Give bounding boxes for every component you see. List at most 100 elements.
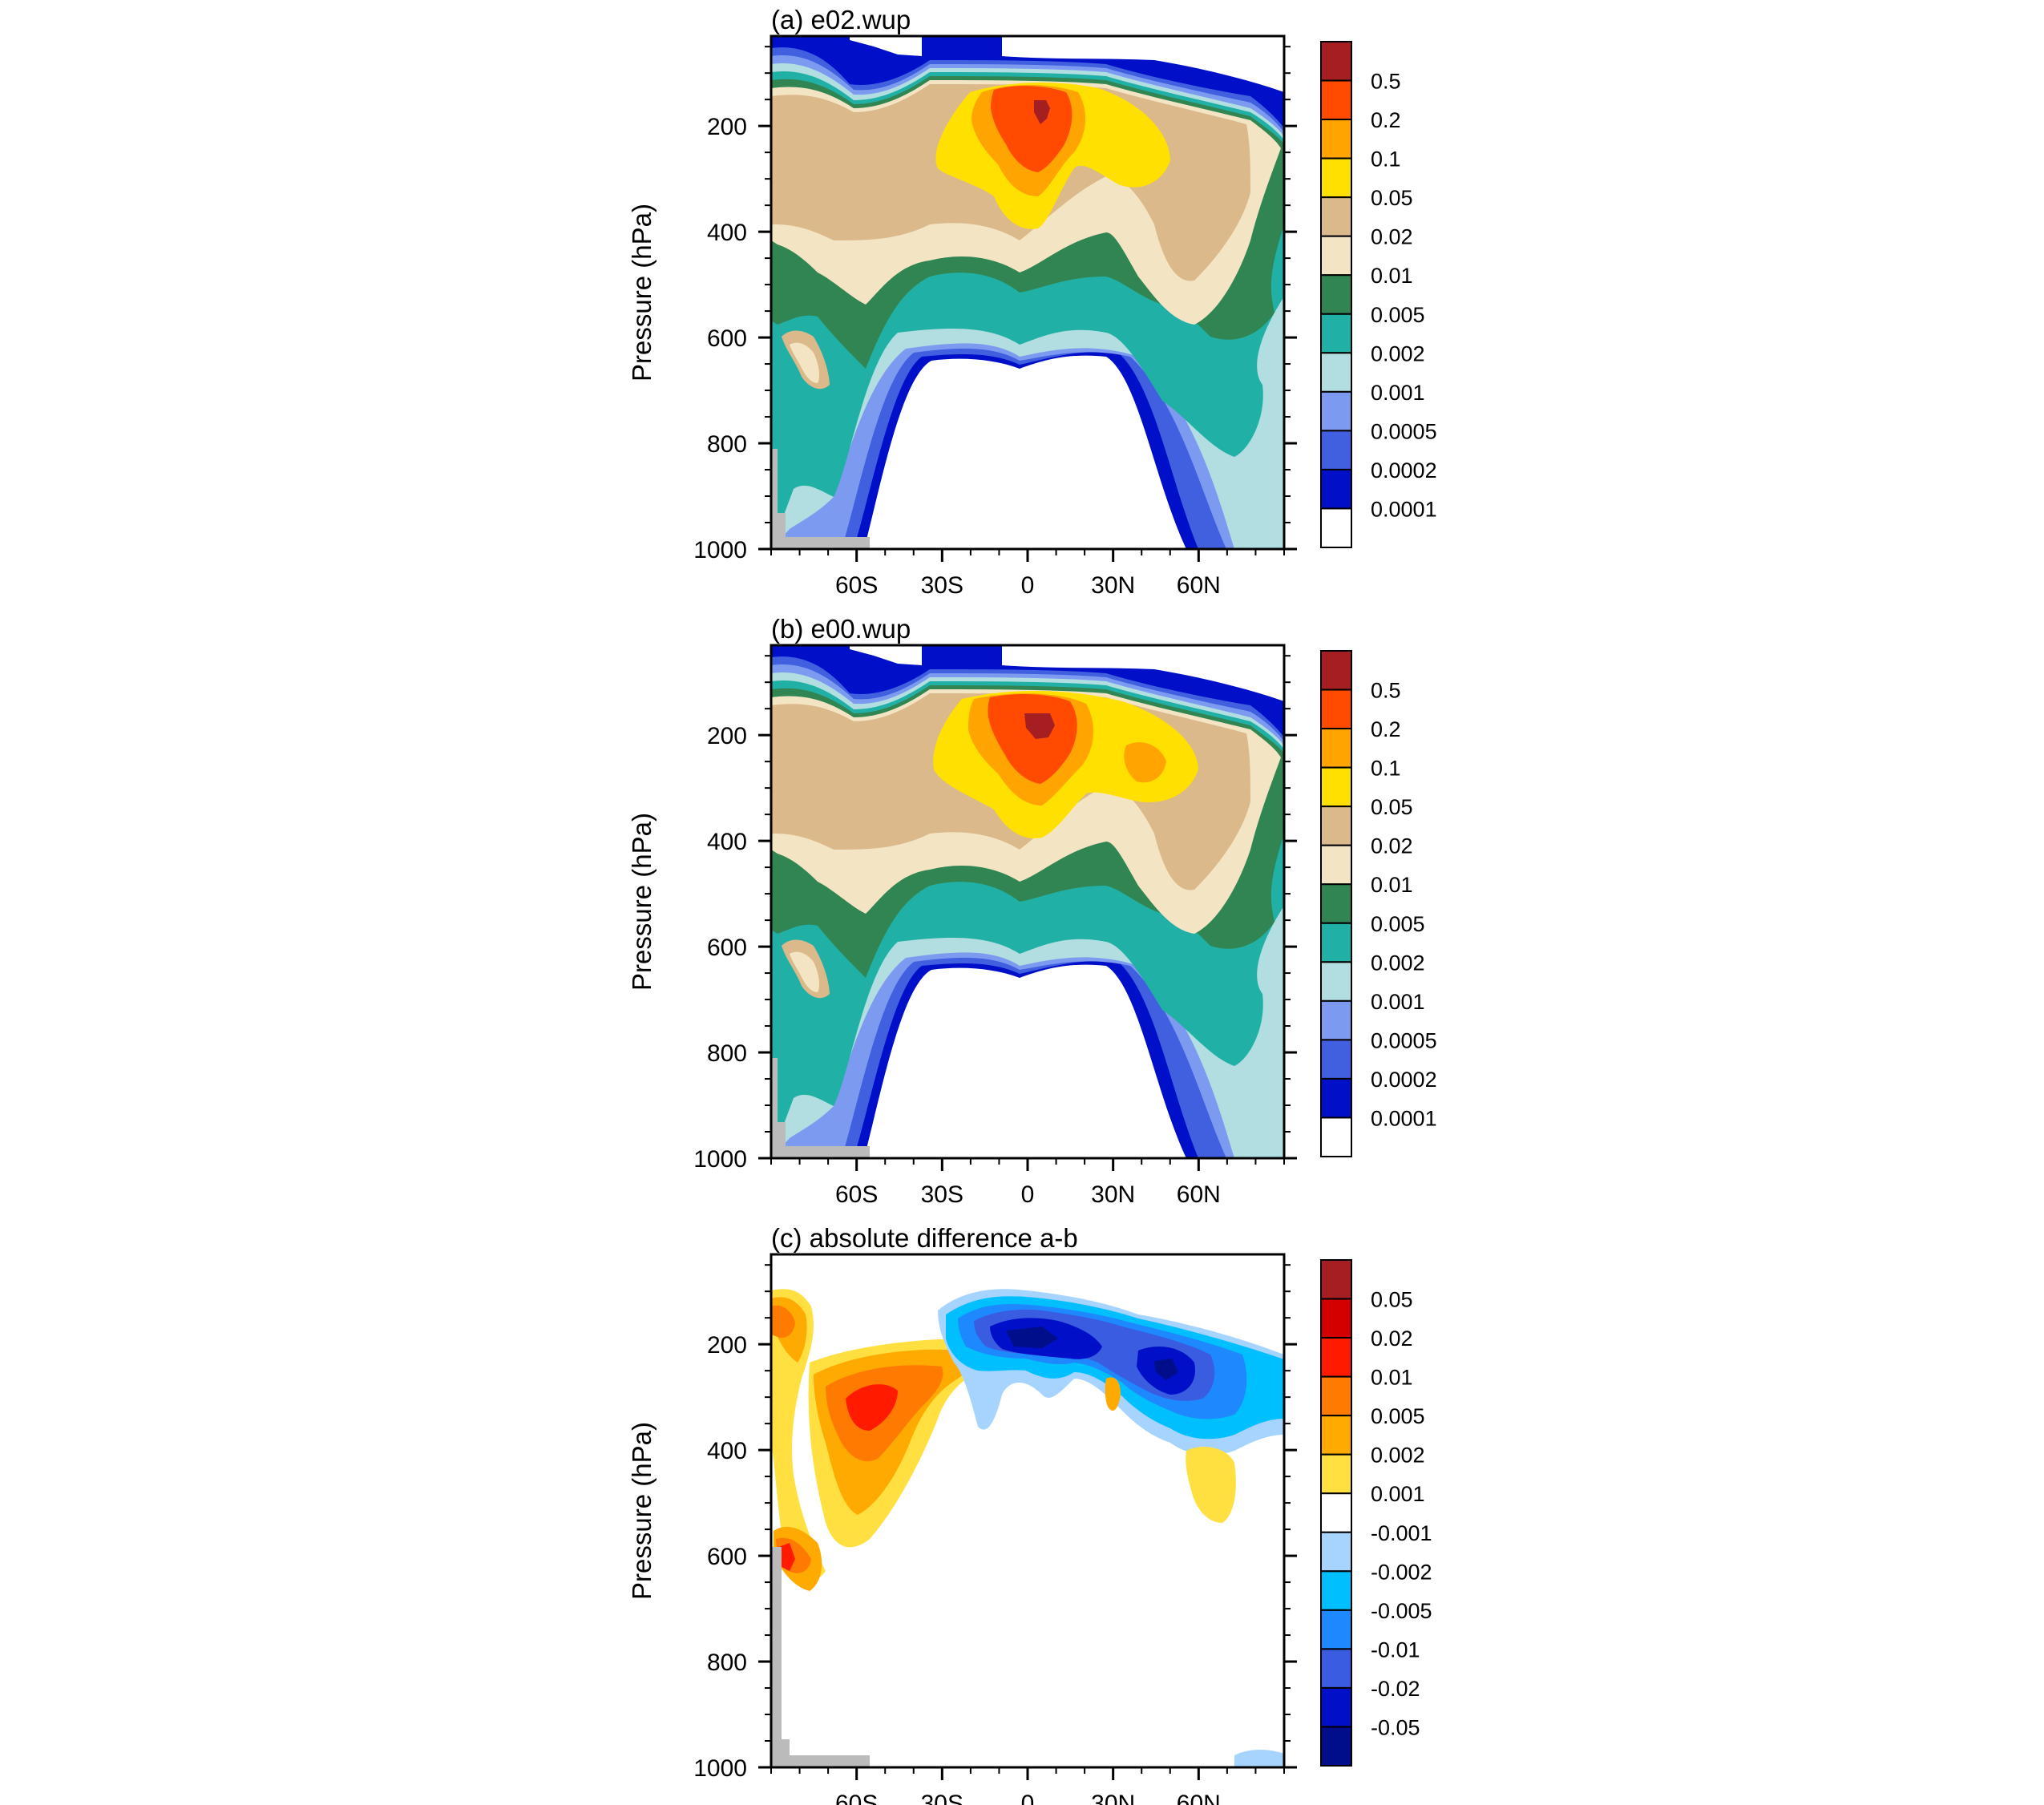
y-tick-label: 600 <box>707 935 747 961</box>
x-tick-label: 0 <box>1021 1791 1035 1805</box>
colorbar-label: 0.01 <box>1371 264 1413 288</box>
colorbar-label: 0.0001 <box>1371 1106 1437 1130</box>
colorbar-box <box>1320 1531 1352 1573</box>
colorbar-label: 0.0002 <box>1371 458 1437 483</box>
colorbar-box <box>1320 274 1352 315</box>
axes: 200 400 600 800 1000 60S 30S 0 30N 60N <box>693 1264 1297 1805</box>
colorbar-label: 0.005 <box>1371 303 1425 327</box>
x-tick-label: 60N <box>1177 1181 1221 1208</box>
colorbar-box <box>1320 1453 1352 1495</box>
colorbar-box <box>1320 1039 1352 1080</box>
colorbar-box <box>1320 79 1352 121</box>
x-tick-label: 60S <box>835 1791 878 1805</box>
y-tick-label: 600 <box>707 325 747 352</box>
colorbar-label: 0.0002 <box>1371 1068 1437 1092</box>
colorbar-label: 0.001 <box>1371 381 1425 405</box>
colorbar-box <box>1320 430 1352 470</box>
y-tick-label: 200 <box>707 723 747 749</box>
colorbar-box <box>1320 1648 1352 1689</box>
x-tick-label: 30S <box>921 1791 963 1805</box>
colorbar-label: 0.002 <box>1371 951 1425 975</box>
panel-title: (a) e02.wup <box>771 5 911 34</box>
colorbar-label: -0.002 <box>1371 1560 1432 1584</box>
y-axis-label: Pressure (hPa) <box>627 1422 656 1600</box>
colorbar-box <box>1320 844 1352 886</box>
y-tick-label: 200 <box>707 114 747 140</box>
y-tick-label: 1000 <box>693 1755 747 1782</box>
colorbar: 0.5 0.2 0.1 0.05 0.02 0.01 0.005 0.002 0.001 0.00… <box>1320 41 1437 549</box>
y-axis-label: Pressure (hPa) <box>627 813 656 991</box>
panel-b: (b) e00.wup <box>627 614 1437 1208</box>
colorbar-box <box>1320 728 1352 769</box>
y-tick-label: 1000 <box>693 1146 747 1173</box>
colorbar-box <box>1320 1570 1352 1611</box>
panel-title: (c) absolute difference a-b <box>771 1223 1078 1253</box>
colorbar-label: 0.2 <box>1371 717 1401 741</box>
colorbar-label: -0.01 <box>1371 1637 1420 1662</box>
colorbar-label: 0.001 <box>1371 990 1425 1014</box>
y-tick-label: 600 <box>707 1544 747 1570</box>
x-tick-label: 30S <box>921 1181 963 1208</box>
x-tick-label: 30S <box>921 572 963 599</box>
colorbar-box <box>1320 961 1352 1002</box>
colorbar-label: -0.005 <box>1371 1599 1432 1623</box>
colorbar-label: 0.05 <box>1371 795 1413 819</box>
colorbar-box <box>1320 1726 1352 1767</box>
y-tick-label: 400 <box>707 829 747 855</box>
x-tick-label: 60S <box>835 572 878 599</box>
colorbar: 0.05 0.02 0.01 0.005 0.002 0.001 -0.001 -0.002 -… <box>1320 1259 1432 1767</box>
colorbar-box <box>1320 1077 1352 1119</box>
x-tick-label: 30N <box>1091 572 1135 599</box>
y-tick-label: 800 <box>707 1040 747 1067</box>
axes: 200 400 600 800 1000 60S 30S 0 30N 60N <box>693 655 1297 1208</box>
colorbar-box <box>1320 806 1352 846</box>
colorbar-label: 0.005 <box>1371 912 1425 936</box>
colorbar-label: 0.01 <box>1371 1366 1413 1390</box>
colorbar-label: 0.1 <box>1371 757 1401 781</box>
colorbar-box <box>1320 41 1352 82</box>
colorbar-box <box>1320 468 1352 510</box>
x-tick-label: 30N <box>1091 1791 1135 1805</box>
colorbar-label: 0.0005 <box>1371 1028 1437 1052</box>
colorbar-label: 0.002 <box>1371 341 1425 365</box>
contour-field <box>771 36 1284 549</box>
colorbar-label: 0.05 <box>1371 186 1413 210</box>
colorbar-box <box>1320 1415 1352 1456</box>
colorbar-label: -0.001 <box>1371 1521 1432 1545</box>
colorbar-box <box>1320 1609 1352 1650</box>
colorbar-box <box>1320 390 1352 432</box>
colorbar-box <box>1320 1686 1352 1728</box>
colorbar-label: 0.2 <box>1371 108 1401 132</box>
colorbar-label: 0.002 <box>1371 1444 1425 1468</box>
colorbar-label: 0.1 <box>1371 147 1401 172</box>
colorbar-label: 0.005 <box>1371 1404 1425 1428</box>
colorbar-box <box>1320 507 1352 549</box>
colorbar-box <box>1320 1117 1352 1158</box>
y-tick-label: 1000 <box>693 537 747 563</box>
colorbar-label: 0.02 <box>1371 1326 1413 1351</box>
colorbar: 0.5 0.2 0.1 0.05 0.02 0.01 0.005 0.002 0.001 0.00… <box>1320 650 1437 1158</box>
y-axis-label: Pressure (hPa) <box>627 204 656 382</box>
colorbar-label: -0.05 <box>1371 1715 1420 1739</box>
colorbar-box <box>1320 313 1352 354</box>
x-tick-label: 0 <box>1021 572 1035 599</box>
x-tick-label: 30N <box>1091 1181 1135 1208</box>
colorbar-box <box>1320 883 1352 924</box>
axes: 200 400 600 800 1000 60S 30S 0 30N 60N <box>693 46 1297 599</box>
y-tick-label: 400 <box>707 220 747 246</box>
colorbar-box <box>1320 352 1352 393</box>
contour-field <box>771 645 1284 1158</box>
colorbar-box <box>1320 766 1352 808</box>
colorbar-label: 0.001 <box>1371 1482 1425 1506</box>
y-tick-label: 800 <box>707 1650 747 1676</box>
colorbar-label: 0.0005 <box>1371 419 1437 443</box>
colorbar-box <box>1320 999 1352 1041</box>
colorbar-label: 0.05 <box>1371 1288 1413 1312</box>
colorbar-label: 0.02 <box>1371 834 1413 858</box>
y-tick-label: 400 <box>707 1438 747 1464</box>
colorbar-box <box>1320 119 1352 160</box>
colorbar-box <box>1320 1375 1352 1417</box>
x-tick-label: 60N <box>1177 1791 1221 1805</box>
colorbar-box <box>1320 1492 1352 1533</box>
